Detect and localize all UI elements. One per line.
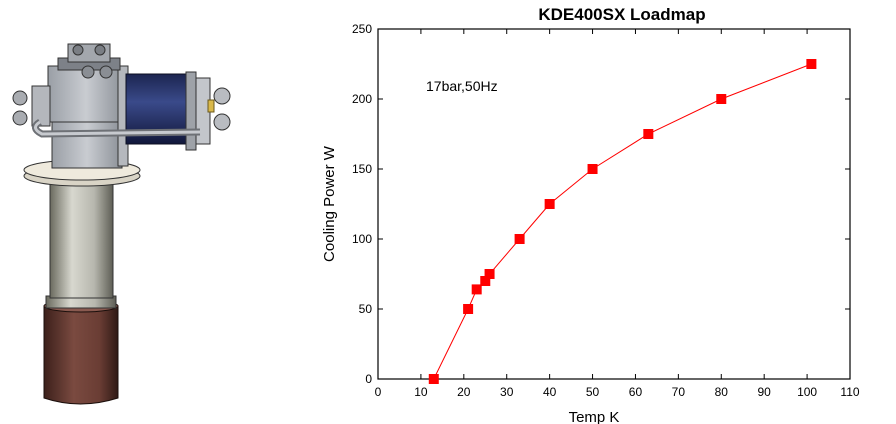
y-tick-label: 250 bbox=[352, 22, 372, 36]
data-point bbox=[480, 276, 491, 286]
data-point bbox=[471, 284, 482, 295]
y-axis-label: Cooling Power W bbox=[321, 145, 338, 262]
x-tick-label: 90 bbox=[758, 385, 772, 399]
x-tick-label: 70 bbox=[672, 385, 686, 399]
x-tick-label: 30 bbox=[500, 385, 514, 399]
y-axis-ticks: 0 50 100 150 200 250 bbox=[352, 22, 850, 386]
x-axis-ticks: 0 10 20 30 40 50 60 70 80 90 100 110 bbox=[375, 29, 860, 399]
x-tick-label: 40 bbox=[543, 385, 557, 399]
data-point bbox=[587, 164, 598, 174]
x-tick-label: 80 bbox=[715, 385, 729, 399]
data-point bbox=[428, 374, 439, 384]
series-layer bbox=[428, 59, 817, 384]
x-tick-label: 0 bbox=[375, 385, 382, 399]
chart-title: KDE400SX Loadmap bbox=[538, 5, 705, 24]
x-tick-label: 100 bbox=[797, 385, 817, 399]
x-axis-label: Temp K bbox=[569, 409, 620, 424]
data-point bbox=[806, 59, 817, 69]
plot-frame bbox=[377, 28, 851, 380]
data-point bbox=[544, 199, 555, 209]
loadmap-chart: KDE400SX Loadmap 0 10 20 30 40 50 60 70 80 90 100 1… bbox=[321, 5, 860, 424]
x-tick-label: 20 bbox=[457, 385, 471, 399]
series-line bbox=[433, 63, 812, 380]
y-tick-label: 150 bbox=[352, 162, 372, 176]
x-tick-label: 50 bbox=[586, 385, 600, 399]
y-tick-label: 0 bbox=[365, 372, 372, 386]
y-tick-label: 50 bbox=[359, 302, 373, 316]
chart-annotation: 17bar,50Hz bbox=[426, 78, 498, 94]
data-point bbox=[643, 129, 654, 139]
x-tick-label: 60 bbox=[629, 385, 643, 399]
data-point bbox=[716, 94, 727, 104]
data-point bbox=[484, 269, 495, 279]
data-point bbox=[463, 304, 474, 314]
cryocooler-illustration bbox=[12, 43, 231, 405]
x-tick-label: 110 bbox=[840, 385, 859, 399]
y-tick-label: 200 bbox=[352, 92, 372, 106]
x-tick-label: 10 bbox=[414, 385, 428, 399]
y-tick-label: 100 bbox=[352, 232, 372, 246]
data-point bbox=[514, 234, 525, 244]
